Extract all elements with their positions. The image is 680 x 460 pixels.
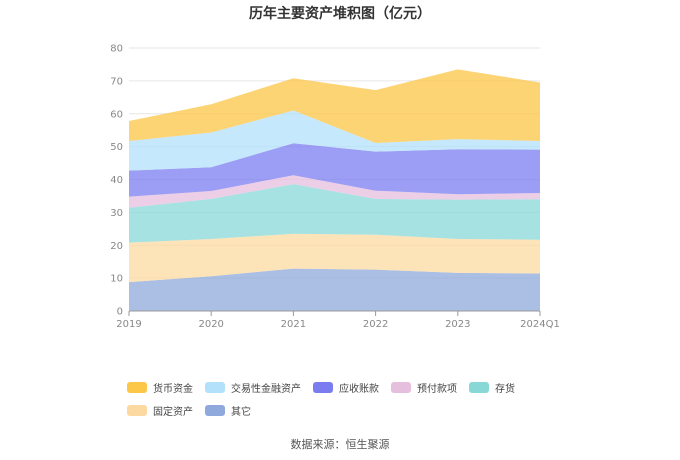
legend-swatch — [127, 404, 147, 416]
y-tick-label: 30 — [110, 208, 123, 219]
y-tick-label: 20 — [110, 241, 123, 252]
y-tick-label: 10 — [110, 274, 123, 285]
area-series — [129, 69, 540, 311]
legend-label: 固定资产 — [153, 406, 193, 418]
area-4 — [129, 143, 540, 197]
y-tick-label: 70 — [110, 76, 123, 87]
x-tick-label: 2021 — [281, 319, 306, 330]
y-tick-label: 40 — [110, 175, 123, 186]
data-source-note: 数据来源：恒生聚源 — [290, 438, 390, 451]
chart-title: 历年主要资产堆积图（亿元） — [249, 6, 431, 22]
area-2 — [129, 184, 540, 243]
area-0 — [129, 268, 540, 311]
x-tick-label: 2022 — [363, 319, 388, 330]
y-tick-label: 50 — [110, 142, 123, 153]
legend-item[interactable]: 交易性金融资产 — [205, 381, 301, 395]
y-tick-label: 0 — [117, 307, 123, 318]
area-6 — [129, 69, 540, 143]
legend-label: 货币资金 — [153, 384, 193, 395]
legend-item[interactable]: 货币资金 — [127, 381, 193, 395]
legend-swatch — [469, 382, 489, 393]
legend-item[interactable]: 应收账款 — [313, 381, 379, 395]
legend-label: 预付款项 — [417, 384, 457, 395]
x-tick-label: 2023 — [445, 319, 470, 330]
legend-swatch — [127, 382, 147, 393]
area-5 — [129, 110, 540, 171]
axes: 0 10 20 30 40 50 60 70 80 2019 2020 2021 2022 2023 202… — [110, 44, 560, 331]
y-tick-label: 80 — [110, 44, 123, 55]
legend: 货币资金 交易性金融资产 应收账款 预付款项 存货固定资产 其它 — [127, 378, 597, 423]
legend-label: 应收账款 — [339, 384, 379, 395]
legend-item[interactable]: 预付款项 — [391, 381, 457, 395]
legend-label: 其它 — [231, 406, 251, 418]
legend-label: 存货 — [495, 384, 515, 395]
area-3 — [129, 175, 540, 208]
legend-swatch — [205, 382, 225, 393]
y-tick-label: 60 — [110, 109, 123, 120]
legend-item[interactable]: 固定资产 — [127, 403, 193, 418]
area-1 — [129, 233, 540, 283]
x-tick-label: 2024Q1 — [520, 319, 560, 330]
legend-label: 交易性金融资产 — [231, 384, 301, 395]
x-tick-label: 2020 — [198, 319, 223, 330]
legend-item[interactable]: 存货 — [469, 381, 515, 395]
x-tick-label: 2019 — [116, 319, 141, 330]
legend-swatch — [205, 404, 225, 416]
legend-item[interactable]: 其它 — [205, 403, 251, 418]
legend-swatch — [313, 382, 333, 393]
legend-swatch — [391, 382, 411, 393]
